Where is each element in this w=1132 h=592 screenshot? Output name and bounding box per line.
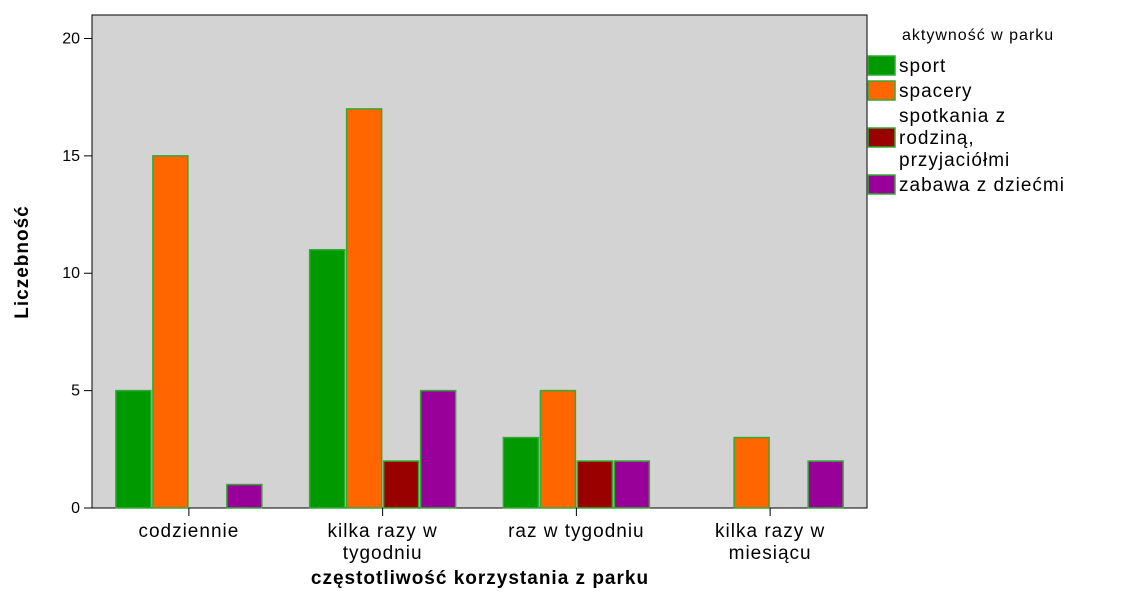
bar	[733, 436, 770, 509]
y-axis-title: Liczebność	[12, 205, 33, 318]
legend-label: rodziną,	[899, 128, 975, 149]
y-tick-label: 10	[62, 265, 80, 282]
legend-label: zabawa z dziećmi	[899, 175, 1065, 196]
legend-swatch	[867, 127, 896, 148]
legend-label: spotkania z	[899, 106, 1006, 127]
y-tick-label: 15	[62, 148, 80, 165]
legend-swatch	[867, 174, 896, 195]
x-tick-label: miesiącu	[729, 543, 812, 564]
legend-label: spacery	[899, 81, 973, 102]
bar	[345, 108, 383, 509]
legend: aktywność w parku sport spacery spotkania …	[867, 27, 1065, 196]
plot-area	[91, 14, 868, 509]
bar	[115, 389, 152, 509]
x-axis-title: częstotliwość korzystania z parku	[311, 568, 649, 589]
legend-label: przyjaciółmi	[899, 150, 1010, 171]
bar	[308, 249, 346, 509]
x-tick-label: raz w tygodniu	[508, 521, 645, 542]
bar	[576, 460, 614, 509]
legend-swatch	[867, 80, 896, 101]
x-tick-label: kilka razy w	[715, 521, 825, 542]
y-tick-label: 5	[71, 383, 80, 400]
x-tick-label: codziennie	[138, 521, 239, 542]
bar	[539, 389, 577, 509]
bar	[382, 460, 420, 509]
y-tick-label: 20	[62, 30, 80, 47]
legend-label: sport	[899, 56, 946, 77]
bar	[226, 483, 263, 509]
bar	[419, 389, 457, 509]
bar	[613, 460, 651, 509]
bars	[115, 108, 844, 509]
bar	[152, 155, 189, 509]
legend-swatch	[867, 55, 896, 76]
y-tick-label: 0	[71, 500, 80, 517]
y-axis: 0 5 10 15 20	[62, 30, 92, 517]
x-tick-label: tygodniu	[343, 543, 423, 564]
bar	[807, 460, 844, 509]
legend-title: aktywność w parku	[902, 27, 1054, 44]
bar	[502, 436, 540, 509]
x-tick-label: kilka razy w	[328, 521, 438, 542]
